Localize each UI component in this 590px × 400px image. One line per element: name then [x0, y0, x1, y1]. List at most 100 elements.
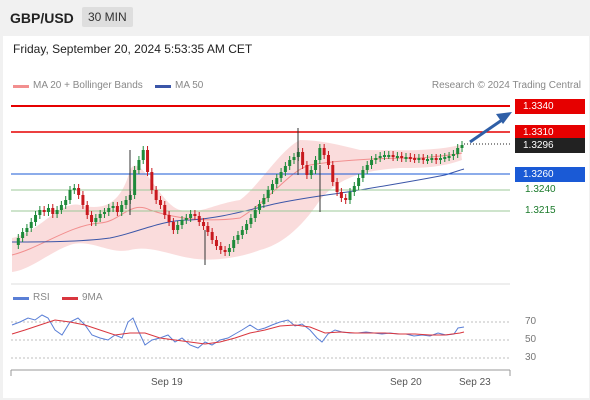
- rsi-label-50: 50: [525, 334, 537, 345]
- ma50-line: [11, 168, 465, 243]
- candle-body: [55, 210, 59, 214]
- candle-body: [232, 240, 236, 248]
- ma50-legend-label: MA 50: [175, 80, 204, 91]
- candle-body: [318, 148, 322, 160]
- rsi-line: [11, 314, 465, 349]
- rsi-legend-swatch: [13, 297, 29, 300]
- header: GBP/USD 30 MIN: [0, 0, 590, 36]
- candle-body: [64, 200, 68, 205]
- candle-body: [34, 215, 38, 222]
- timeframe-button[interactable]: 30 MIN: [82, 7, 133, 27]
- level-tag-1.3260: 1.3260: [515, 167, 585, 182]
- candle-body: [171, 222, 175, 230]
- candle-body: [46, 208, 50, 212]
- level-tag-1.3310: 1.3310: [515, 125, 585, 140]
- datetime-label: Friday, September 20, 2024 5:53:35 AM CE…: [13, 42, 253, 56]
- candlesticks: [16, 128, 464, 265]
- candle-body: [413, 158, 417, 160]
- candle-body: [124, 200, 128, 205]
- candle-body: [387, 155, 391, 157]
- candle-body: [249, 218, 253, 224]
- x-label-sep-20: Sep 20: [390, 377, 422, 388]
- x-label-sep-23: Sep 23: [459, 377, 491, 388]
- candle-body: [158, 200, 162, 205]
- candle-body: [309, 170, 313, 175]
- candle-body: [262, 198, 266, 204]
- candle-body: [102, 212, 106, 214]
- rsi-ma-line: [11, 319, 465, 345]
- candle-body: [51, 208, 55, 214]
- candle-body: [365, 165, 369, 170]
- ma50-legend-swatch: [155, 85, 171, 88]
- bollinger-band-fill: [12, 140, 462, 272]
- candle-body: [326, 155, 330, 165]
- candle-body: [90, 215, 94, 222]
- pair-title: GBP/USD: [10, 10, 74, 26]
- candle-body: [189, 214, 193, 218]
- candle-body: [154, 190, 158, 200]
- candle-body: [421, 158, 425, 160]
- candle-body: [141, 150, 145, 160]
- candle-body: [193, 214, 197, 216]
- x-label-sep-19: Sep 19: [151, 377, 183, 388]
- candle-body: [378, 156, 382, 158]
- candle-body: [150, 172, 154, 190]
- candle-body: [456, 148, 460, 154]
- bollinger-legend-swatch: [13, 85, 29, 88]
- candle-body: [451, 154, 455, 156]
- rsi-label-70: 70: [525, 316, 537, 327]
- candle-body: [331, 165, 335, 182]
- candle-body: [85, 205, 89, 215]
- candle-body: [98, 214, 102, 218]
- candle-body: [214, 240, 218, 246]
- level-tag-1.3340: 1.3340: [515, 99, 585, 114]
- level-tag-1.3215: 1.3215: [525, 205, 556, 216]
- candle-body: [184, 218, 188, 220]
- candle-body: [344, 198, 348, 200]
- candle-body: [111, 206, 115, 208]
- candle-body: [42, 210, 46, 212]
- candle-body: [434, 158, 438, 160]
- rsi-label-30: 30: [525, 352, 537, 363]
- candle-body: [133, 170, 137, 195]
- candle-body: [335, 182, 339, 192]
- candle-body: [202, 222, 206, 226]
- candle-body: [370, 160, 374, 165]
- rsi-ma-legend-label: 9MA: [82, 292, 103, 303]
- candle-body: [382, 155, 386, 157]
- level-tag-1.3240: 1.3240: [525, 184, 556, 195]
- candle-body: [25, 228, 29, 232]
- candle-body: [38, 210, 42, 215]
- candle-body: [223, 250, 227, 252]
- bollinger-legend-label: MA 20 + Bollinger Bands: [33, 80, 143, 91]
- candle-body: [81, 195, 85, 205]
- candle-body: [460, 145, 464, 148]
- candle-body: [395, 156, 399, 158]
- candle-body: [404, 157, 408, 159]
- credit-text: Research © 2024 Trading Central: [431, 80, 581, 91]
- candle-body: [357, 178, 361, 186]
- candle-body: [443, 157, 447, 159]
- rsi-ma-legend-swatch: [62, 297, 78, 300]
- candle-body: [400, 156, 404, 158]
- candle-body: [253, 210, 257, 218]
- candle-body: [339, 192, 343, 198]
- candle-body: [59, 205, 63, 210]
- candle-body: [279, 172, 283, 178]
- candle-body: [219, 246, 223, 250]
- candle-body: [348, 192, 352, 200]
- candle-body: [270, 184, 274, 190]
- candle-body: [322, 148, 326, 155]
- candle-body: [275, 178, 279, 184]
- candle-body: [245, 224, 249, 230]
- candle-body: [210, 232, 214, 240]
- candle-body: [240, 230, 244, 235]
- level-tag-1.3296: 1.3296: [515, 138, 585, 153]
- candle-body: [258, 204, 262, 210]
- candle-body: [352, 186, 356, 192]
- candle-body: [146, 150, 150, 172]
- candle-body: [301, 152, 305, 165]
- candle-body: [68, 190, 72, 200]
- candle-body: [236, 235, 240, 240]
